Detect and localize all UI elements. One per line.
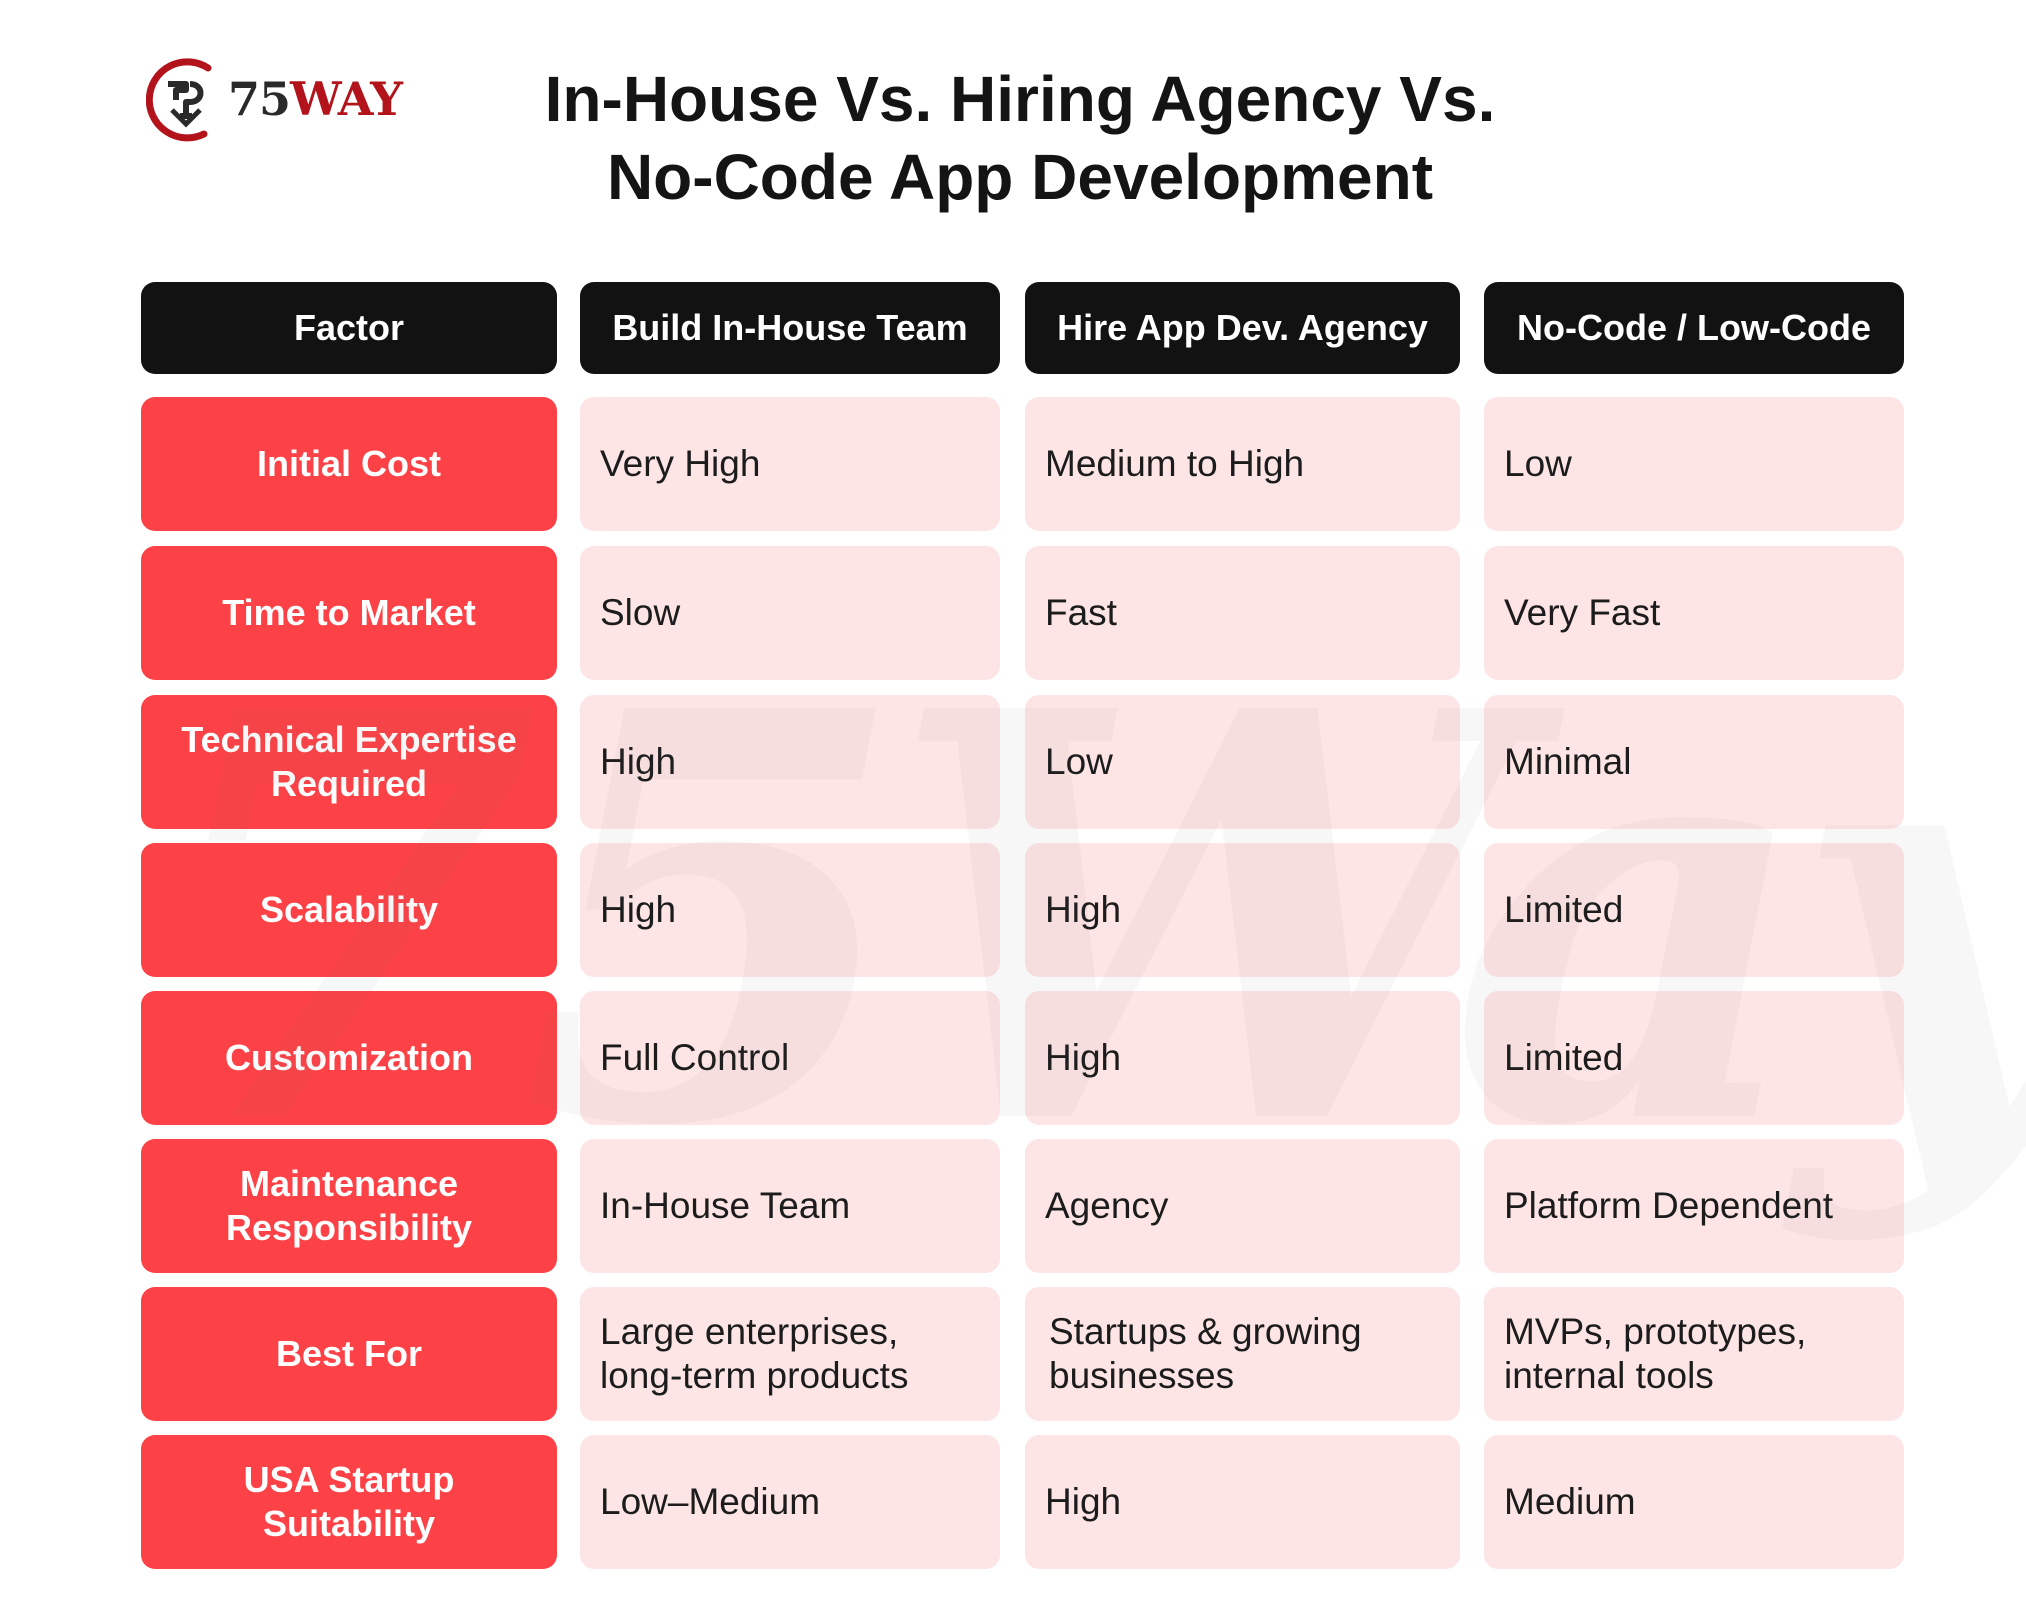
value-cell-agency: High <box>1025 843 1460 977</box>
factor-cell: Scalability <box>141 843 557 977</box>
factor-cell: Best For <box>141 1287 557 1421</box>
value-cell-no-code: Platform Dependent <box>1484 1139 1904 1273</box>
value-cell-no-code: Very Fast <box>1484 546 1904 680</box>
value-cell-in-house: Very High <box>580 397 1000 531</box>
title-line-1: In-House Vs. Hiring Agency Vs. <box>544 63 1496 135</box>
value-cell-agency: High <box>1025 991 1460 1125</box>
brand-logo: 75WAY <box>146 54 406 146</box>
value-cell-agency: Low <box>1025 695 1460 829</box>
value-cell-in-house: Full Control <box>580 991 1000 1125</box>
value-cell-no-code: Medium <box>1484 1435 1904 1569</box>
value-cell-in-house: High <box>580 843 1000 977</box>
value-cell-agency: High <box>1025 1435 1460 1569</box>
value-cell-no-code: Minimal <box>1484 695 1904 829</box>
factor-cell: Time to Market <box>141 546 557 680</box>
logo-mark-icon <box>146 58 212 142</box>
factor-cell: Technical Expertise Required <box>141 695 557 829</box>
title-line-2: No-Code App Development <box>606 141 1434 213</box>
factor-cell: USA Startup Suitability <box>141 1435 557 1569</box>
value-cell-agency: Startups & growing businesses <box>1025 1287 1460 1421</box>
value-cell-agency: Fast <box>1025 546 1460 680</box>
value-cell-in-house: Slow <box>580 546 1000 680</box>
header-in-house: Build In-House Team <box>580 282 1000 374</box>
value-cell-in-house: Large enterprises, long-term products <box>580 1287 1000 1421</box>
value-cell-no-code: MVPs, prototypes, internal tools <box>1484 1287 1904 1421</box>
factor-cell: Initial Cost <box>141 397 557 531</box>
header-factor: Factor <box>141 282 557 374</box>
header-no-code: No-Code / Low-Code <box>1484 282 1904 374</box>
value-cell-in-house: Low–Medium <box>580 1435 1000 1569</box>
value-cell-no-code: Limited <box>1484 991 1904 1125</box>
value-cell-no-code: Low <box>1484 397 1904 531</box>
value-cell-in-house: In-House Team <box>580 1139 1000 1273</box>
header-agency: Hire App Dev. Agency <box>1025 282 1460 374</box>
factor-cell: Maintenance Responsibility <box>141 1139 557 1273</box>
value-cell-agency: Agency <box>1025 1139 1460 1273</box>
value-cell-no-code: Limited <box>1484 843 1904 977</box>
value-cell-agency: Medium to High <box>1025 397 1460 531</box>
logo-wordmark: 75WAY <box>228 72 403 126</box>
value-cell-in-house: High <box>580 695 1000 829</box>
page-title: In-House Vs. Hiring Agency Vs. No-Code A… <box>380 60 1660 216</box>
factor-cell: Customization <box>141 991 557 1125</box>
